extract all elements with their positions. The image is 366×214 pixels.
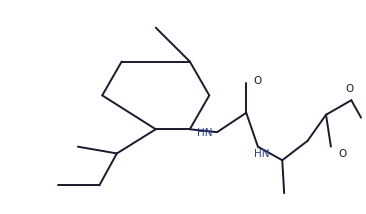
Text: O: O — [338, 149, 346, 159]
Text: HN: HN — [197, 128, 212, 138]
Text: HN: HN — [254, 149, 270, 159]
Text: O: O — [346, 84, 354, 94]
Text: O: O — [253, 76, 262, 86]
